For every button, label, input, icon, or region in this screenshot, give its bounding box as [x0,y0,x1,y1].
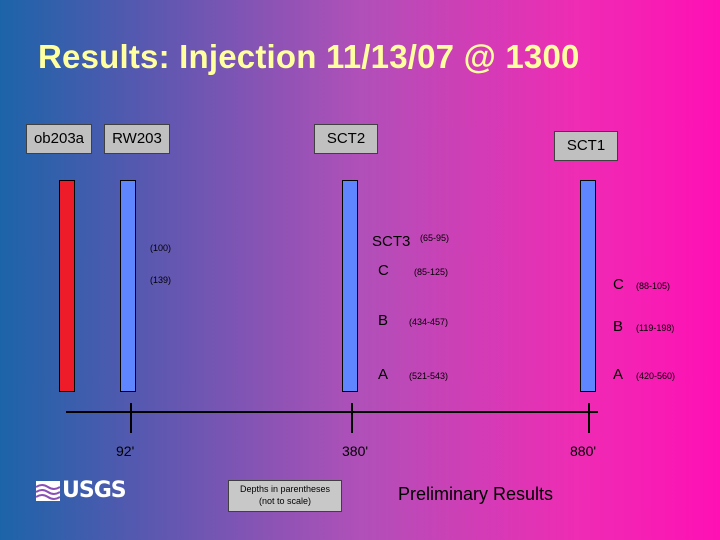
sct2-interval-c-label: C [378,262,389,279]
well-column-rw203 [120,180,136,392]
well-label-sct1: SCT1 [554,131,618,161]
sct1-interval-c-depth: (88-105) [636,281,671,291]
well-label-ob203a: ob203a [26,124,92,154]
usgs-logo: USGS [36,478,127,503]
usgs-logo-text: USGS [62,478,127,503]
well-label-rw203: RW203 [104,124,170,154]
sct1-interval-c-label: C [613,276,624,293]
depths-note: Depths in parentheses (not to scale) [228,480,342,512]
sct1-interval-b-depth: (119-198) [636,323,675,333]
well-column-sct1 [580,180,596,392]
depths-note-text: Depths in parentheses (not to scale) [239,484,331,506]
sct1-interval-a-depth: (420-560) [636,371,676,381]
sct2-interval-a-depth: (521-543) [409,371,449,381]
distance-axis-line [66,411,598,413]
distance-tick-880 [588,403,590,433]
distance-label-92: 92' [116,443,135,459]
sct2-interval-a-label: A [378,366,389,383]
distance-tick-92 [130,403,132,433]
sct1-interval-a-label: A [613,366,624,383]
sct2-interval-b-depth: (434-457) [409,317,449,327]
distance-label-380: 380' [342,443,369,459]
well-column-sct2 [342,180,358,392]
rw203-depth-2: (139) [150,275,172,285]
sct1-interval-b-label: B [613,318,624,335]
page-title: Results: Injection 11/13/07 @ 1300 [38,38,580,75]
sct3-label: SCT3 [372,233,411,250]
distance-label-880: 880' [570,443,597,459]
preliminary-results: Preliminary Results [398,484,554,504]
sct2-interval-c-depth: (85-125) [414,267,449,277]
well-column-ob203a [59,180,75,392]
rw203-depth-1: (100) [150,243,172,253]
usgs-wave-icon [36,480,60,501]
well-label-sct2: SCT2 [314,124,378,154]
sct3-depth: (65-95) [420,233,450,243]
sct2-interval-b-label: B [378,312,389,329]
distance-tick-380 [351,403,353,433]
